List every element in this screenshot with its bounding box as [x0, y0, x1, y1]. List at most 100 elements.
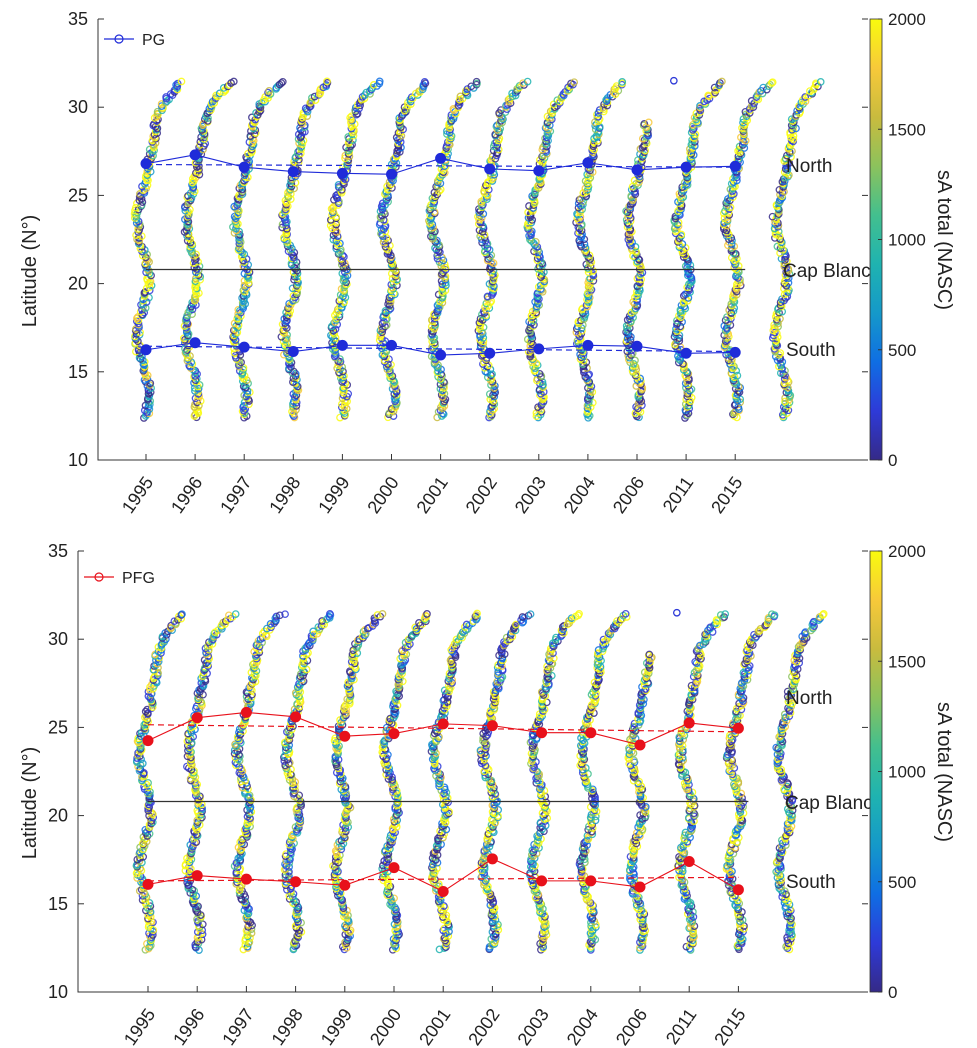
track-point [636, 150, 644, 158]
track-point [644, 118, 653, 127]
x-tick-label: 2003 [511, 473, 550, 517]
track-point [392, 387, 401, 395]
colorbar-tick-label: 1500 [888, 120, 926, 139]
track-point [718, 77, 726, 86]
x-tick-label: 2001 [413, 473, 452, 517]
track-point [483, 182, 491, 191]
track-point [327, 205, 336, 213]
track-point [191, 281, 200, 290]
series-north-point [484, 163, 496, 175]
track-point [240, 401, 248, 410]
track-point [523, 77, 532, 86]
x-tick-label: 2002 [462, 473, 501, 517]
series-south-point [729, 346, 741, 358]
track-point [723, 328, 731, 336]
track-point [474, 326, 483, 335]
track-point [739, 118, 747, 127]
track-point [573, 322, 582, 331]
track-point [290, 275, 298, 284]
track-point [150, 146, 158, 155]
series-north-point [238, 161, 250, 173]
track-point [153, 107, 162, 116]
y-tick-label: 15 [68, 362, 88, 382]
track-point [716, 79, 724, 87]
track-point [433, 240, 441, 248]
track-point [778, 192, 786, 200]
top-colorbar-label-text: sA total (NASC) [933, 170, 955, 310]
series-north-point [533, 165, 545, 177]
track-point [265, 86, 273, 95]
track-point [724, 200, 732, 209]
track-point [252, 109, 260, 117]
top-region-north: North [786, 156, 832, 177]
x-tick-label: 1998 [265, 473, 304, 517]
x-tick-label: 1999 [314, 473, 353, 517]
track-point [527, 314, 536, 323]
bottom-track-points [132, 608, 828, 954]
series-south-point [386, 339, 397, 351]
series-north-point [435, 152, 447, 164]
track-point [590, 145, 598, 154]
track-point [343, 266, 352, 275]
track-point [511, 88, 520, 97]
track-point [675, 234, 684, 243]
track-point [462, 87, 470, 95]
top-colorbar-label: sA total (NASC) [933, 170, 955, 310]
track-point [290, 157, 298, 166]
series-north-point [287, 166, 299, 178]
series-south-point [484, 347, 496, 359]
track-point [332, 308, 341, 317]
y-tick-label: 35 [68, 9, 88, 29]
track-point [577, 329, 586, 338]
track-point [755, 88, 764, 97]
track-point [734, 147, 742, 155]
track-point [776, 235, 785, 243]
series-north-point [729, 160, 741, 172]
track-point [722, 202, 731, 211]
track-point [770, 324, 779, 332]
track-point [602, 96, 610, 104]
x-tick-label: 1996 [167, 473, 206, 517]
track-point [669, 76, 678, 85]
track-point [210, 99, 219, 107]
track-point [476, 320, 485, 329]
track-point [430, 358, 439, 367]
track-point [683, 411, 692, 419]
track-point [283, 339, 292, 347]
y-tick-label: 25 [68, 185, 88, 205]
series-south-point [336, 339, 348, 351]
track-point [433, 254, 442, 263]
series-south-point [189, 337, 201, 349]
track-point [230, 334, 238, 343]
track-point [442, 147, 451, 155]
track-point [136, 241, 144, 250]
track-point [431, 192, 439, 200]
track-point [287, 177, 295, 185]
series-south-point [680, 347, 692, 359]
colorbar-tick-label: 1000 [888, 231, 926, 250]
x-tick-label: 2000 [363, 473, 402, 517]
track-point [441, 263, 450, 272]
track-point [529, 316, 538, 325]
track-point [238, 251, 247, 260]
track-point [434, 250, 442, 259]
track-point [674, 222, 683, 230]
track-point [390, 382, 399, 390]
track-point [442, 281, 450, 290]
x-tick-label: 1995 [118, 473, 157, 517]
track-point [575, 196, 584, 204]
track-point [780, 375, 789, 383]
series-south-point [287, 346, 299, 358]
track-point [768, 212, 777, 221]
track-point [730, 412, 739, 420]
track-point [293, 269, 302, 278]
track-point [483, 292, 492, 301]
track-point [141, 288, 150, 296]
series-south-point [582, 339, 594, 351]
track-point [278, 77, 287, 86]
track-point [386, 298, 395, 306]
